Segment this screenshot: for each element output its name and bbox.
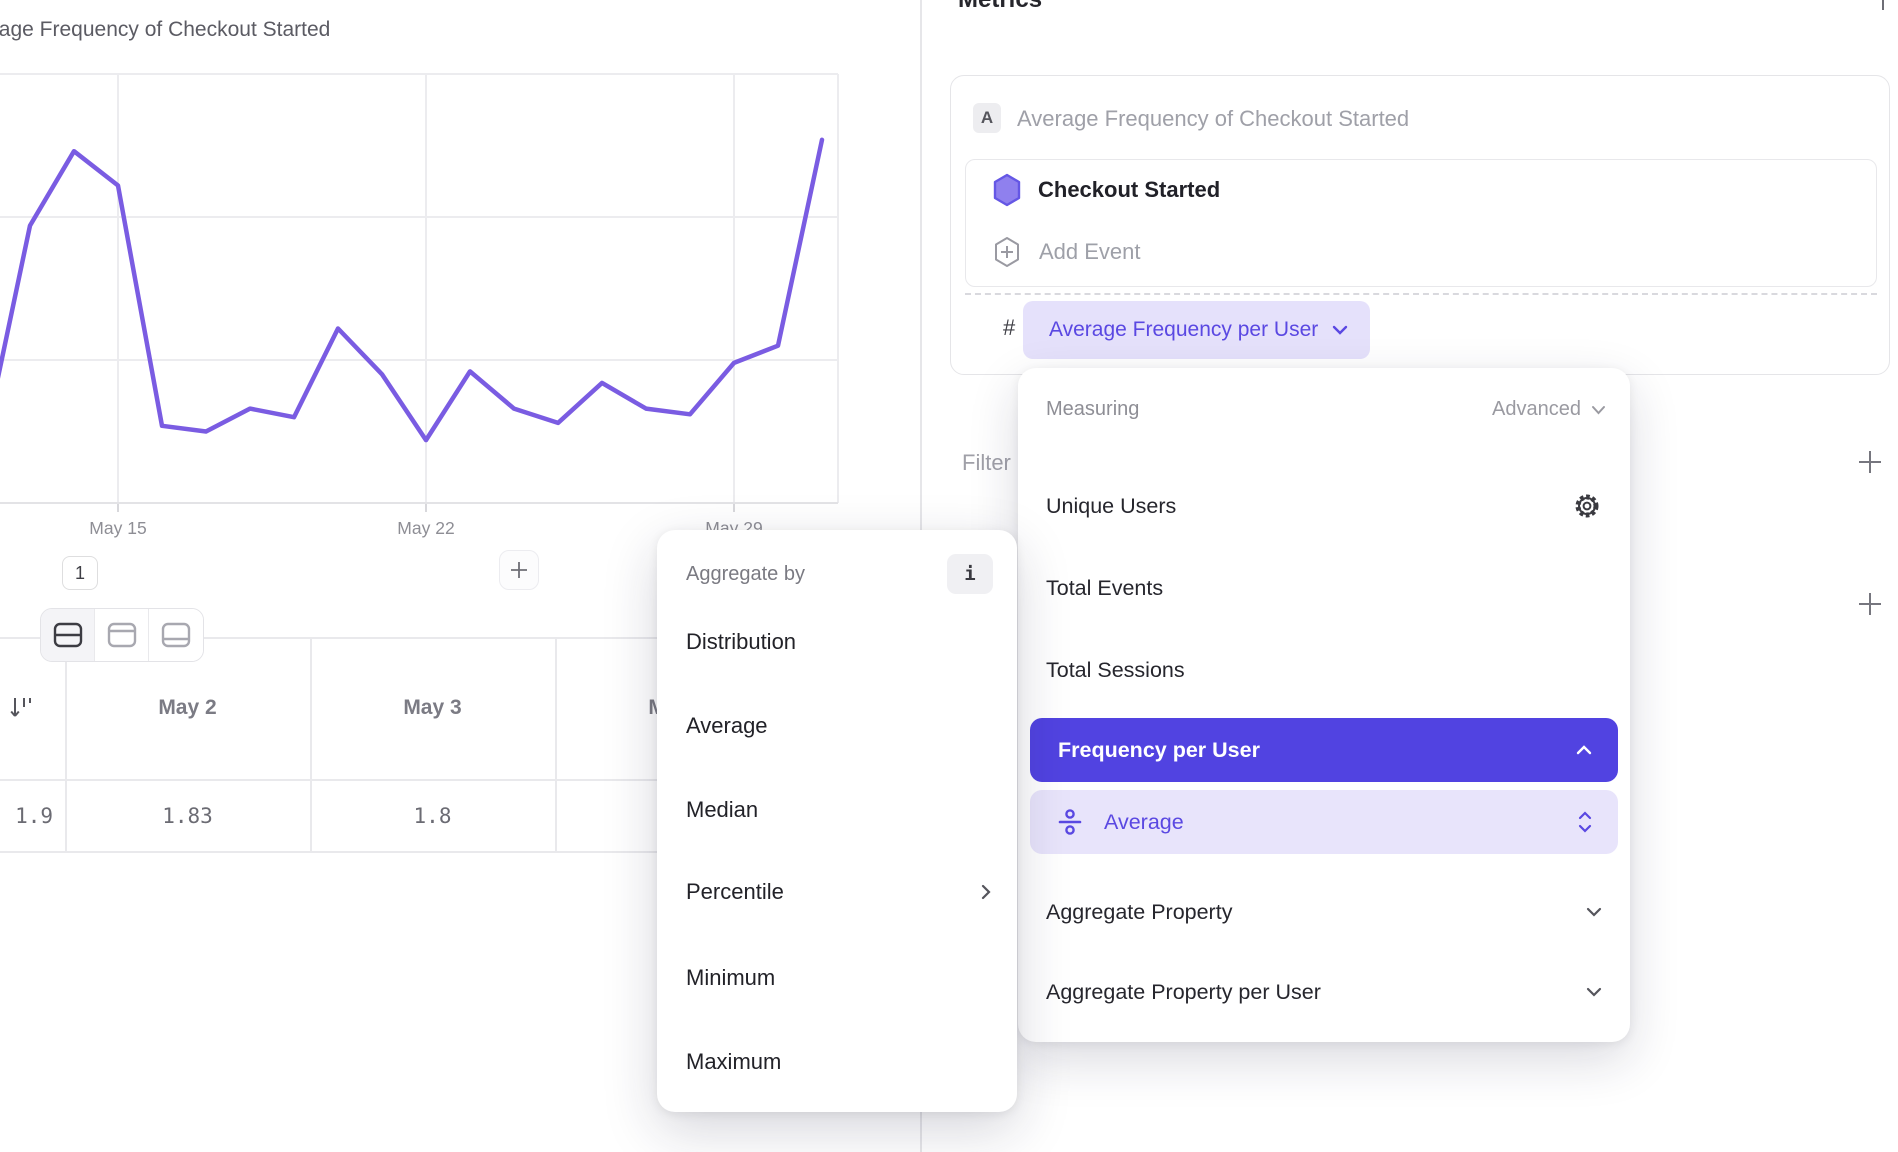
menu-item-frequency-per-user-selected[interactable]: Frequency per User xyxy=(1030,718,1618,782)
x-tick-label: May 22 xyxy=(397,518,454,538)
frequency-line-chart: May 15 May 22 May 29 xyxy=(0,73,839,538)
add-event-row[interactable]: Add Event xyxy=(966,222,1876,282)
layout-split-horizontal-button[interactable] xyxy=(41,609,95,661)
menu-item-total-events[interactable]: Total Events xyxy=(1046,566,1602,610)
plus-icon xyxy=(1859,593,1881,615)
table-top-border xyxy=(0,637,920,639)
chevron-right-icon xyxy=(981,884,991,900)
add-filter-button[interactable] xyxy=(1856,448,1884,481)
advanced-label: Advanced xyxy=(1492,398,1581,420)
layout-chart-top-button[interactable] xyxy=(95,609,149,661)
add-event-hexagon-plus-icon xyxy=(995,237,1019,267)
menu-item-total-sessions[interactable]: Total Sessions xyxy=(1046,648,1602,692)
menu-item-label: Total Sessions xyxy=(1046,657,1185,682)
plus-icon xyxy=(1872,0,1894,10)
event-list-card: Checkout Started Add Event xyxy=(965,159,1877,287)
aggregate-by-popup: Aggregate by i Distribution Average Medi… xyxy=(657,530,1017,1112)
info-button[interactable]: i xyxy=(947,554,993,594)
table-bottom-icon xyxy=(161,622,191,648)
menu-item-aggregate-property[interactable]: Aggregate Property xyxy=(1046,890,1602,934)
table-column-separator xyxy=(555,637,557,852)
menu-subitem-label: Average xyxy=(1104,809,1184,834)
table-header-may2[interactable]: May 2 xyxy=(158,696,217,719)
dashed-separator xyxy=(965,293,1877,295)
layout-table-bottom-button[interactable] xyxy=(149,609,203,661)
aggregate-item-distribution[interactable]: Distribution xyxy=(686,618,991,666)
table-cell-may3: 1.8 xyxy=(413,804,452,828)
gear-icon[interactable] xyxy=(1572,491,1602,521)
event-name: Checkout Started xyxy=(1038,177,1221,202)
aggregate-item-maximum[interactable]: Maximum xyxy=(686,1038,991,1086)
menu-item-unique-users[interactable]: Unique Users xyxy=(1046,484,1602,528)
chevron-down-icon xyxy=(1333,325,1348,335)
layout-toggle-group xyxy=(40,608,204,662)
menu-item-label: Aggregate Property per User xyxy=(1046,979,1321,1004)
table-header-border xyxy=(0,779,920,781)
chart-title: Average Frequency of Checkout Started xyxy=(0,18,331,41)
add-annotation-button[interactable] xyxy=(499,550,539,590)
aggregate-item-label: Median xyxy=(686,797,759,822)
metric-definition-card: A Average Frequency of Checkout Started … xyxy=(950,75,1890,375)
up-down-selector-icon xyxy=(1578,811,1592,833)
aggregate-item-label: Maximum xyxy=(686,1049,782,1074)
measurement-chip[interactable]: Average Frequency per User xyxy=(1023,301,1371,359)
table-cell-may2: 1.83 xyxy=(162,804,213,828)
measurement-chip-label: Average Frequency per User xyxy=(1049,318,1319,341)
advanced-toggle[interactable]: Advanced xyxy=(1492,398,1606,421)
split-horizontal-icon xyxy=(53,622,82,648)
aggregate-item-label: Minimum xyxy=(686,965,776,990)
checkout-started-series-line xyxy=(0,137,825,443)
table-header-may3[interactable]: May 3 xyxy=(403,696,462,719)
table-column-separator xyxy=(65,637,67,852)
aggregate-by-header: Aggregate by i xyxy=(686,552,993,596)
plus-icon xyxy=(1859,451,1881,473)
menu-subitem-average[interactable]: Average xyxy=(1030,790,1618,854)
metric-letter-badge: A xyxy=(973,103,1001,133)
event-row-checkout-started[interactable]: Checkout Started xyxy=(966,160,1876,220)
aggregate-item-label: Distribution xyxy=(686,629,797,654)
menu-item-label: Total Events xyxy=(1046,575,1164,600)
divide-icon xyxy=(1058,809,1082,835)
event-hexagon-icon xyxy=(993,173,1021,207)
menu-item-label: Frequency per User xyxy=(1058,737,1260,762)
chevron-down-icon xyxy=(1586,987,1602,997)
metric-name-input[interactable]: Average Frequency of Checkout Started xyxy=(1017,106,1410,131)
interval-badge[interactable]: 1 xyxy=(62,556,98,590)
measuring-header: Measuring Advanced xyxy=(1046,398,1606,421)
plus-icon xyxy=(511,562,527,578)
menu-item-label: Unique Users xyxy=(1046,493,1177,518)
measuring-dropdown-menu: Measuring Advanced Unique Users Total Ev… xyxy=(1018,368,1630,1042)
metrics-panel-title: Metrics xyxy=(958,0,1042,14)
chart-top-icon xyxy=(107,622,136,648)
add-breakdown-button[interactable] xyxy=(1856,590,1884,623)
add-metric-button[interactable] xyxy=(1870,0,1896,17)
table-sort-header[interactable] xyxy=(0,637,65,779)
chevron-up-icon xyxy=(1576,745,1592,755)
aggregate-item-average[interactable]: Average xyxy=(686,702,991,750)
table-row-border xyxy=(0,851,920,853)
aggregate-item-percentile[interactable]: Percentile xyxy=(686,868,991,916)
menu-item-label: Aggregate Property xyxy=(1046,899,1233,924)
chevron-down-icon xyxy=(1592,405,1605,414)
aggregate-item-label: Average xyxy=(686,713,768,738)
aggregate-item-minimum[interactable]: Minimum xyxy=(686,954,991,1002)
aggregate-item-median[interactable]: Median xyxy=(686,786,991,834)
table-column-separator xyxy=(310,637,312,852)
chevron-down-icon xyxy=(1586,907,1602,917)
table-cell-clipped: 1.9 xyxy=(15,804,53,828)
menu-item-aggregate-property-per-user[interactable]: Aggregate Property per User xyxy=(1046,970,1602,1014)
hash-symbol: # xyxy=(1003,315,1016,340)
x-tick-label: May 15 xyxy=(89,518,146,538)
aggregate-by-title: Aggregate by xyxy=(686,562,805,585)
filter-section-label: Filter xyxy=(962,450,1011,475)
aggregate-item-label: Percentile xyxy=(686,879,784,904)
sort-descending-icon xyxy=(10,698,31,717)
measurement-row: # Average Frequency per User xyxy=(951,301,1889,359)
add-event-label: Add Event xyxy=(1039,239,1141,264)
measuring-title: Measuring xyxy=(1046,398,1140,420)
